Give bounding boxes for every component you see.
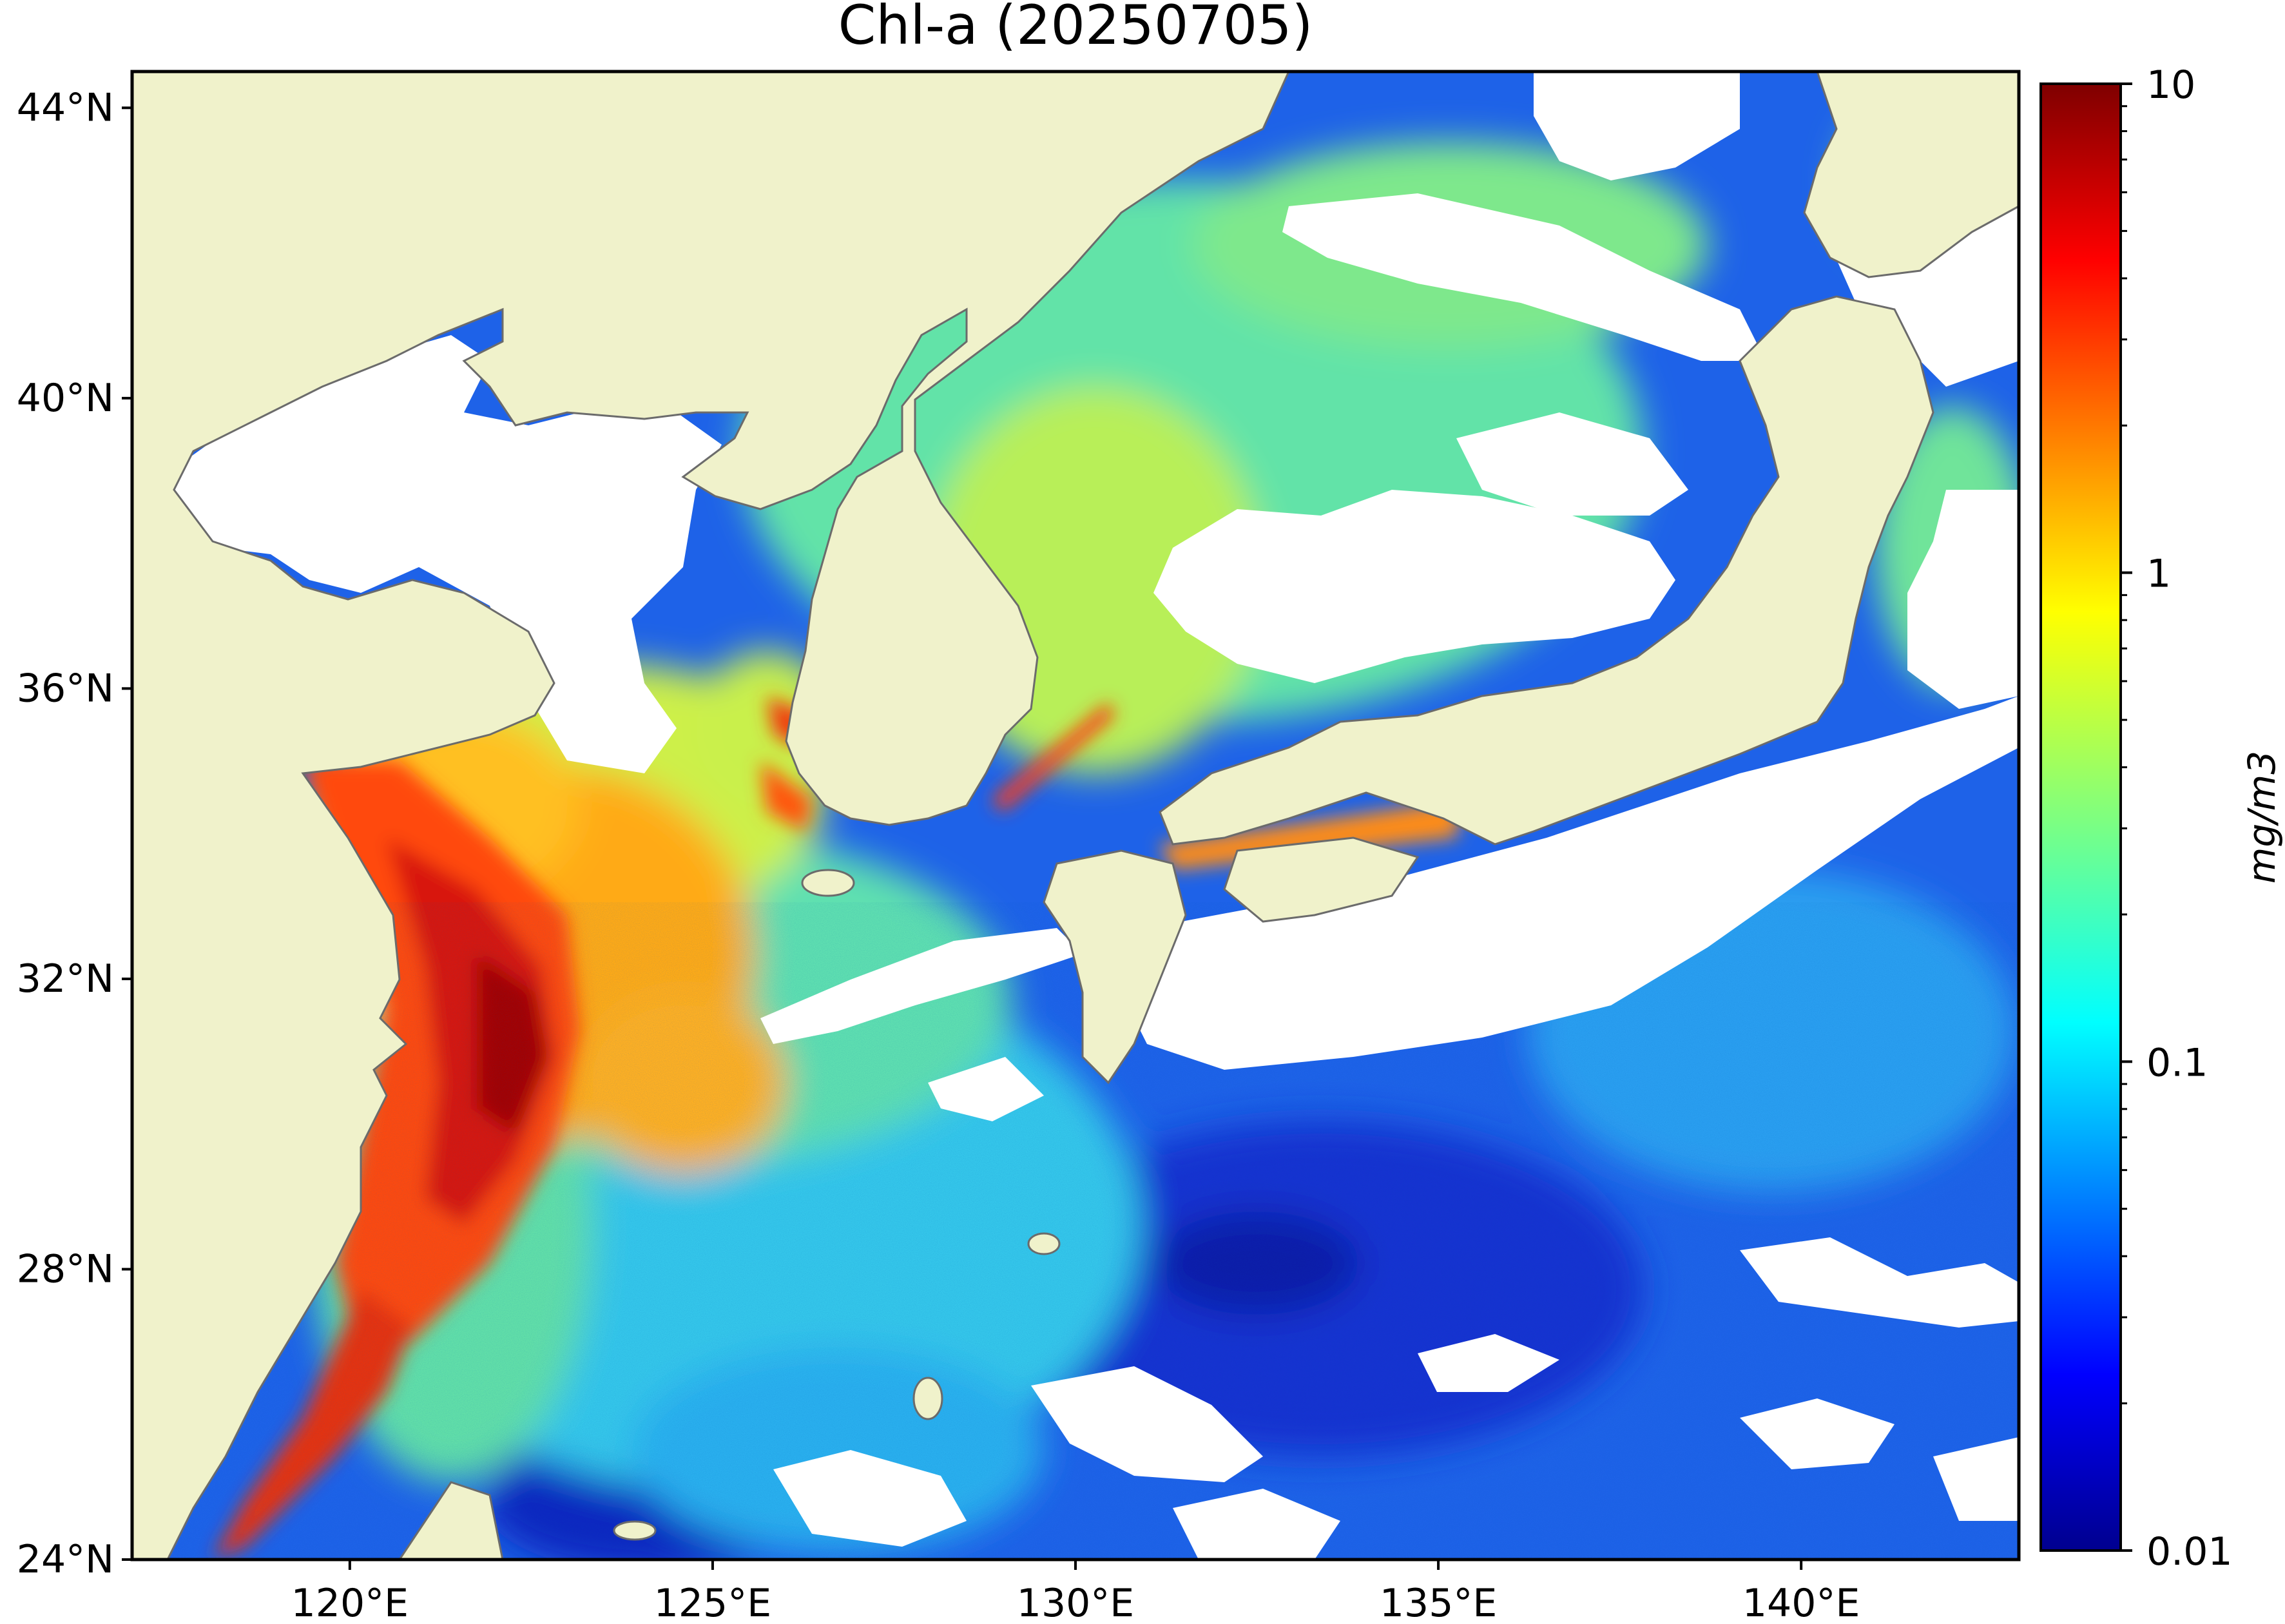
y-tick-label: 36°N xyxy=(17,666,114,711)
y-axis: 44°N 40°N 36°N 32°N 28°N 24°N xyxy=(17,85,132,1582)
colorbar-label: mg/m3 xyxy=(2240,751,2284,884)
x-tick-label: 140°E xyxy=(1742,1581,1860,1624)
x-tick-label: 120°E xyxy=(291,1581,409,1624)
noise-texture xyxy=(132,902,2019,1560)
no-data-regions xyxy=(168,72,2019,1560)
japan-kyushu xyxy=(1043,849,1187,1085)
japan-honshu xyxy=(1159,295,1934,846)
chart-title: Chl-a (20250705) xyxy=(838,0,1313,57)
colorbar-gradient xyxy=(2039,82,2122,1552)
y-tick-label: 24°N xyxy=(17,1537,114,1582)
x-tick-label: 130°E xyxy=(1017,1581,1134,1624)
china-mainland xyxy=(132,72,1290,1560)
colorbar-tick-label: 1 xyxy=(2146,552,2171,597)
colorbar-ticks: 10 1 0.1 0.01 xyxy=(2121,63,2233,1574)
land-masses xyxy=(132,72,2019,1560)
map-area xyxy=(132,72,2019,1560)
taiwan xyxy=(398,1481,504,1560)
y-tick-label: 44°N xyxy=(17,85,114,130)
x-tick-label: 135°E xyxy=(1380,1581,1497,1624)
y-tick-label: 40°N xyxy=(17,376,114,421)
y-tick-label: 32°N xyxy=(17,956,114,1001)
y-tick-label: 28°N xyxy=(17,1246,114,1291)
x-axis: 120°E 125°E 130°E 135°E 140°E xyxy=(291,1560,1860,1624)
japan-hokkaido xyxy=(1803,72,2019,278)
jeju-island xyxy=(801,869,855,897)
colorbar: 10 1 0.1 0.01 mg/m3 xyxy=(2039,63,2284,1574)
x-tick-label: 125°E xyxy=(654,1581,771,1624)
colorbar-tick-label: 0.1 xyxy=(2146,1040,2208,1085)
japan-shikoku xyxy=(1223,836,1420,923)
colorbar-tick-label: 0.01 xyxy=(2146,1529,2233,1574)
colorbar-tick-label: 10 xyxy=(2146,63,2195,108)
